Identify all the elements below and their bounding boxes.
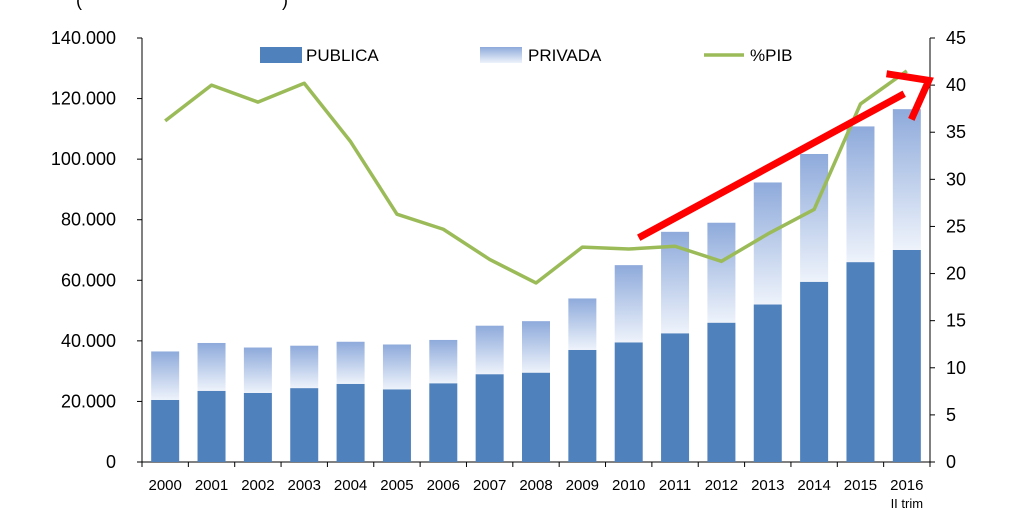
bar-privada: [800, 154, 828, 282]
x-tick-label: 2016: [890, 477, 923, 494]
x-tick-label: 2008: [519, 477, 552, 494]
bar-publica: [846, 262, 874, 462]
bar-publica: [707, 323, 735, 462]
y-right-tick-label: 15: [946, 311, 966, 331]
bar-privada: [476, 326, 504, 374]
y-left-tick-label: 0: [106, 452, 116, 472]
x-tick-label: 2010: [612, 477, 645, 494]
bar-publica: [522, 373, 550, 462]
annotation-group: [639, 74, 929, 238]
x-tick-label: 2005: [380, 477, 413, 494]
bar-publica: [290, 388, 318, 462]
bar-publica: [198, 391, 226, 462]
bar-privada: [290, 346, 318, 388]
y-left-tick-label: 60.000: [61, 270, 116, 290]
legend-label-pib: %PIB: [750, 46, 793, 65]
legend-label-publica: PUBLICA: [306, 46, 379, 65]
y-right-tick-label: 35: [946, 122, 966, 142]
bar-publica: [383, 389, 411, 462]
bar-publica: [893, 250, 921, 462]
y-right-tick-label: 45: [946, 28, 966, 48]
bar-privada: [337, 342, 365, 384]
bar-publica: [337, 384, 365, 462]
bar-publica: [800, 282, 828, 462]
bar-privada: [754, 182, 782, 304]
bar-publica: [754, 305, 782, 462]
line-pib: [165, 71, 907, 283]
y-left-tick-label: 120.000: [51, 89, 116, 109]
x-tick-sublabel: II trim: [891, 496, 924, 508]
bars-group: [151, 109, 921, 462]
y-left-tick-label: 20.000: [61, 391, 116, 411]
bar-publica: [429, 383, 457, 462]
x-tick-label: 2013: [751, 477, 784, 494]
bar-privada: [522, 321, 550, 372]
legend-label-privada: PRIVADA: [528, 46, 602, 65]
bar-publica: [568, 350, 596, 462]
y-right-tick-label: 20: [946, 264, 966, 284]
bar-privada: [846, 126, 874, 262]
bar-privada: [244, 348, 272, 393]
x-tick-label: 2011: [659, 477, 691, 494]
x-tick-label: 2014: [797, 477, 830, 494]
legend-group: PUBLICA PRIVADA %PIB: [260, 46, 793, 65]
bar-publica: [151, 400, 179, 462]
y-left-tick-label: 100.000: [51, 149, 116, 169]
bar-publica: [661, 333, 689, 462]
bar-privada: [893, 109, 921, 250]
bar-privada: [568, 298, 596, 349]
bar-privada: [151, 351, 179, 399]
bar-publica: [615, 342, 643, 462]
y-right-tick-label: 40: [946, 75, 966, 95]
y-right-tick-label: 0: [946, 452, 956, 472]
bar-privada: [383, 344, 411, 389]
x-tick-label: 2002: [241, 477, 274, 494]
y-left-tick-label: 80.000: [61, 210, 116, 230]
bar-privada: [707, 223, 735, 323]
y-right-tick-label: 25: [946, 216, 966, 236]
x-tick-label: 2012: [705, 477, 738, 494]
y-right-tick-label: 10: [946, 358, 966, 378]
y-left-tick-label: 40.000: [61, 331, 116, 351]
bar-privada: [198, 343, 226, 391]
x-tick-label: 2006: [427, 477, 460, 494]
bar-privada: [615, 265, 643, 342]
legend-swatch-publica: [260, 47, 302, 63]
x-tick-label: 2003: [288, 477, 321, 494]
top-fragment-right: ): [282, 0, 288, 10]
bar-publica: [244, 393, 272, 462]
y-right-tick-label: 30: [946, 169, 966, 189]
x-tick-label: 2000: [148, 477, 181, 494]
x-tick-label: 2015: [844, 477, 877, 494]
line-group: [165, 71, 907, 283]
y-right-tick-label: 5: [946, 405, 956, 425]
bar-privada: [429, 340, 457, 383]
top-fragment-left: (: [76, 0, 82, 10]
bar-publica: [476, 374, 504, 462]
x-tick-label: 2004: [334, 477, 367, 494]
x-tick-label: 2007: [473, 477, 506, 494]
x-tick-label: 2001: [195, 477, 228, 494]
legend-swatch-privada: [480, 47, 522, 63]
x-tick-label: 2009: [566, 477, 599, 494]
y-left-tick-label: 140.000: [51, 28, 116, 48]
